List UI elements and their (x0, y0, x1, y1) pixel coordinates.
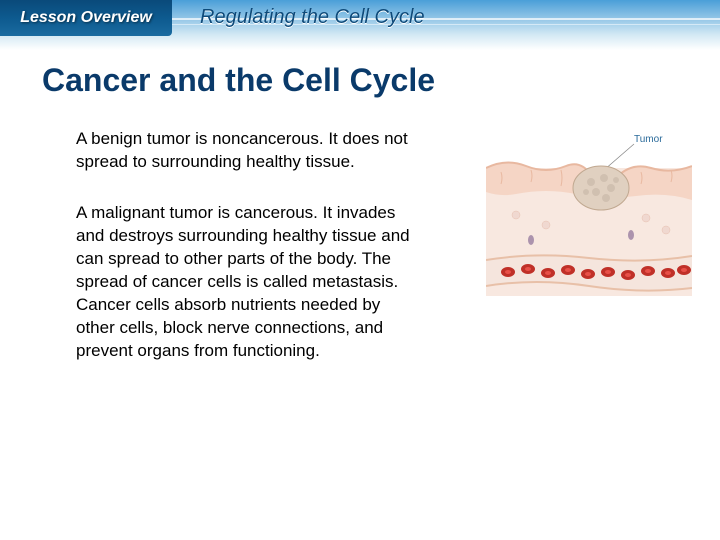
tab-label: Lesson Overview (20, 9, 152, 27)
tumor-illustration: Tumor (486, 130, 692, 296)
page-title: Cancer and the Cell Cycle (42, 62, 435, 99)
tumor-label: Tumor (634, 134, 663, 145)
paragraph: A benign tumor is noncancerous. It does … (76, 128, 416, 174)
paragraph: A malignant tumor is cancerous. It invad… (76, 202, 416, 363)
body-content: A benign tumor is noncancerous. It does … (76, 128, 416, 390)
lesson-tab: Lesson Overview (0, 0, 172, 36)
page-subtitle: Regulating the Cell Cycle (200, 6, 425, 29)
